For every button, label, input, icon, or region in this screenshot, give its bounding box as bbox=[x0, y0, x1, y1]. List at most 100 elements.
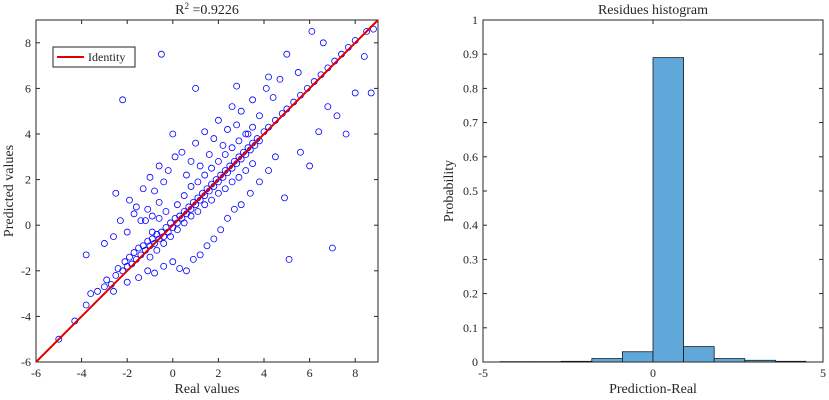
histogram-ticks: -5 0 500.10.20.30.40.50.60.70.80.91 bbox=[463, 13, 826, 380]
scatter-point bbox=[228, 144, 236, 152]
scatter-point bbox=[219, 141, 227, 149]
scatter-point bbox=[235, 173, 243, 181]
scatter-point bbox=[214, 189, 222, 197]
scatter-point bbox=[110, 287, 117, 295]
scatter-point bbox=[169, 258, 177, 266]
histogram-y-label: Probability bbox=[442, 160, 457, 222]
scatter-point bbox=[151, 269, 158, 277]
scatter-point bbox=[101, 283, 108, 291]
scatter-point bbox=[176, 265, 184, 272]
histogram-chart: -5 0 500.10.20.30.40.50.60.70.80.91 Residu… bbox=[442, 3, 826, 397]
histogram-x-label: Prediction-Real bbox=[609, 382, 697, 397]
scatter-point bbox=[144, 205, 152, 213]
y-tick-label: -6 bbox=[21, 355, 31, 369]
scatter-point bbox=[132, 203, 140, 211]
scatter-point bbox=[164, 167, 172, 174]
histogram-bar bbox=[652, 57, 685, 363]
title-rest: =0.9226 bbox=[189, 3, 239, 18]
x-tick-label: 8 bbox=[352, 366, 358, 380]
x-tick-label: -2 bbox=[122, 366, 132, 380]
scatter-point bbox=[237, 201, 245, 209]
scatter-point bbox=[119, 267, 127, 275]
scatter-point bbox=[123, 278, 131, 286]
scatter-point bbox=[146, 173, 154, 181]
y-tick-label: 0.2 bbox=[463, 287, 478, 301]
scatter-point bbox=[201, 128, 209, 136]
legend-label: Identity bbox=[88, 50, 125, 64]
scatter-point bbox=[233, 121, 241, 129]
scatter-point bbox=[119, 96, 127, 104]
y-tick-label: -4 bbox=[21, 309, 31, 323]
y-tick-label: 0.4 bbox=[463, 218, 478, 232]
scatter-point bbox=[208, 164, 215, 172]
scatter-point bbox=[173, 226, 181, 234]
histogram-bar bbox=[591, 358, 623, 363]
scatter-point bbox=[153, 246, 161, 254]
histogram-bar bbox=[775, 360, 807, 363]
scatter-point bbox=[151, 187, 158, 195]
scatter-point bbox=[269, 94, 277, 101]
scatter-title: R2 =0.9226 bbox=[175, 1, 239, 18]
histogram-title: Residues histogram bbox=[598, 3, 708, 18]
y-tick-label: 0.9 bbox=[463, 47, 478, 61]
scatter-point bbox=[363, 27, 371, 35]
scatter-point bbox=[210, 235, 218, 243]
scatter-point bbox=[194, 208, 202, 215]
scatter-point bbox=[196, 251, 204, 259]
scatter-point bbox=[283, 50, 291, 58]
scatter-point bbox=[308, 27, 316, 35]
scatter-point bbox=[235, 137, 243, 145]
scatter-point bbox=[137, 217, 145, 225]
scatter-point bbox=[139, 185, 147, 193]
scatter-point bbox=[315, 128, 323, 136]
scatter-point bbox=[265, 167, 272, 174]
scatter-point bbox=[183, 267, 190, 275]
scatter-point bbox=[294, 69, 302, 76]
scatter-point bbox=[262, 85, 270, 92]
scatter-point bbox=[146, 253, 154, 261]
scatter-point bbox=[319, 39, 327, 47]
scatter-point bbox=[130, 210, 138, 218]
scatter-point bbox=[187, 183, 195, 190]
scatter-point bbox=[110, 233, 117, 241]
scatter-point bbox=[224, 214, 231, 222]
legend-box bbox=[52, 46, 136, 68]
scatter-point bbox=[196, 162, 204, 170]
scatter-point bbox=[135, 274, 143, 282]
scatter-point bbox=[210, 135, 218, 142]
y-tick-label: 8 bbox=[25, 36, 31, 50]
scatter-point bbox=[217, 226, 225, 234]
scatter-point bbox=[281, 194, 288, 202]
scatter-point bbox=[214, 116, 222, 124]
scatter-point bbox=[189, 255, 197, 263]
scatter-point bbox=[249, 123, 257, 131]
scatter-point bbox=[276, 75, 284, 83]
identity-line bbox=[35, 19, 379, 363]
scatter-point bbox=[116, 217, 124, 225]
histogram-bar bbox=[713, 358, 746, 363]
scatter-point bbox=[171, 153, 179, 161]
scatter-point bbox=[187, 212, 195, 220]
scatter-point bbox=[142, 217, 149, 225]
scatter-point bbox=[360, 53, 368, 60]
scatter-point bbox=[178, 148, 186, 156]
x-tick-label: 4 bbox=[261, 366, 267, 380]
y-tick-label: 0.6 bbox=[463, 150, 478, 164]
title-superscript: 2 bbox=[184, 1, 189, 11]
scatter-point bbox=[242, 130, 250, 138]
scatter-point bbox=[103, 276, 111, 284]
scatter-point bbox=[370, 25, 377, 33]
scatter-point bbox=[233, 82, 241, 90]
scatter-point bbox=[155, 214, 163, 222]
scatter-point bbox=[160, 178, 168, 186]
x-tick-label: -6 bbox=[31, 366, 41, 380]
scatter-point bbox=[242, 167, 250, 174]
scatter-point bbox=[333, 112, 341, 120]
scatter-point bbox=[256, 178, 263, 186]
scatter-point bbox=[112, 271, 120, 279]
scatter-y-label: Predicted values bbox=[2, 145, 17, 237]
scatter-point bbox=[155, 162, 163, 170]
scatter-point bbox=[192, 85, 200, 92]
